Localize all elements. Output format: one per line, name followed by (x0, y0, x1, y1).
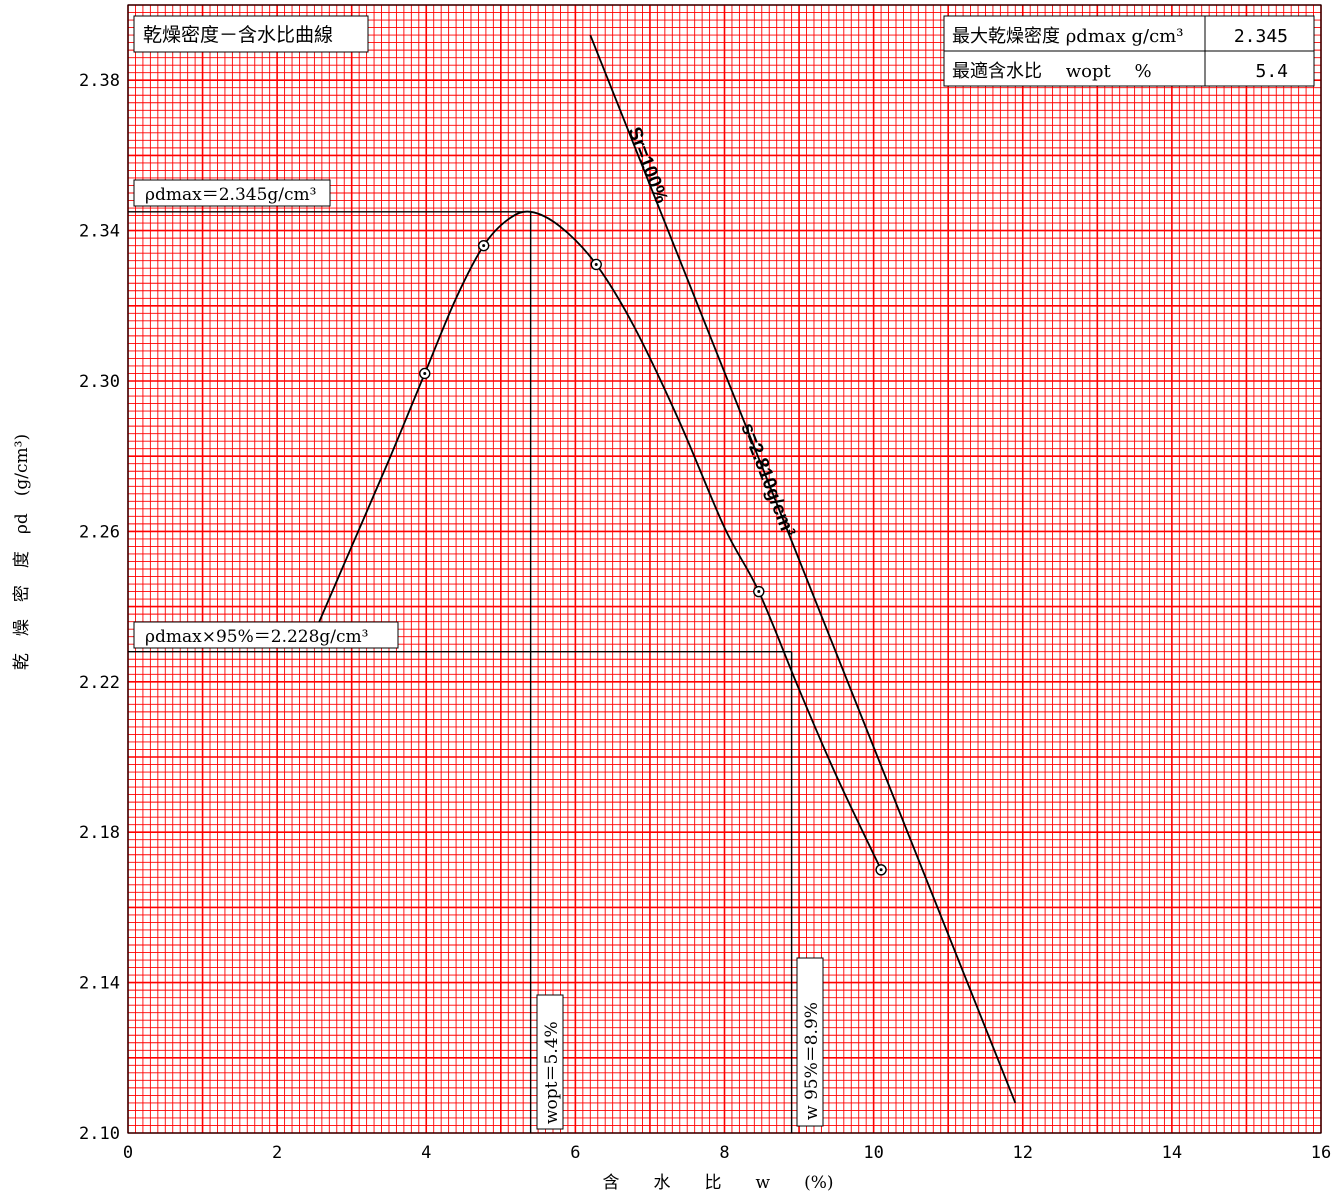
x-tick-labels: 0 2 4 6 8 10 12 14 16 (123, 1143, 1331, 1163)
x-tick-label: 16 (1311, 1143, 1331, 1163)
curves (313, 34, 1017, 1104)
gs-label: s=2.810g/cm³ (736, 420, 799, 539)
reference-lines (128, 211, 793, 1133)
w95-label: w 95%＝8.9% (802, 1002, 822, 1120)
compaction-curve (313, 210, 882, 871)
data-point-center (594, 262, 598, 266)
data-point-center (757, 590, 761, 594)
sr100-line (589, 34, 1017, 1104)
rho-dmax-label-box (133, 179, 331, 207)
y-tick-label: 2.22 (79, 673, 120, 693)
x-tick-label: 4 (421, 1143, 431, 1163)
y-tick-label: 2.14 (79, 974, 120, 994)
x-tick-label: 10 (863, 1143, 883, 1163)
w95-label-box (796, 957, 824, 1127)
chart-title: 乾燥密度－含水比曲線 (143, 24, 333, 46)
x-tick-label: 8 (719, 1143, 729, 1163)
table-row1-label: 最大乾燥密度 ρdmax g/cm³ (952, 26, 1183, 47)
sr-label: Sr=100% (623, 124, 671, 206)
y-tick-label: 2.10 (79, 1124, 120, 1144)
y-tick-label: 2.26 (79, 522, 120, 542)
table-row2-value: 5.4 (1255, 61, 1288, 82)
y-tick-label: 2.18 (79, 823, 120, 843)
data-point-center (482, 244, 486, 248)
wopt-label: wopt＝5.4% (542, 1021, 562, 1124)
summary-table: 最大乾燥密度 ρdmax g/cm³ 2.345 最適含水比 wopt % 5.… (943, 15, 1315, 87)
x-tick-label: 14 (1162, 1143, 1182, 1163)
rho-95-label: ρdmax×95%＝2.228g/cm³ (145, 627, 368, 647)
table-row2-label: 最適含水比 wopt % (952, 61, 1152, 82)
y-tick-label: 2.34 (79, 222, 120, 242)
data-point-center (423, 371, 427, 375)
title-box (133, 15, 369, 53)
rho-95-label-box (133, 621, 399, 649)
y-tick-label: 2.38 (79, 71, 120, 91)
x-tick-label: 12 (1013, 1143, 1033, 1163)
x-tick-label: 2 (272, 1143, 282, 1163)
y-tick-labels: 2.10 2.14 2.18 2.22 2.26 2.30 2.34 2.38 (79, 71, 120, 1144)
data-point-center (879, 868, 883, 872)
y-axis-label: 乾 燥 密 度 ρd (g/cm³) (12, 434, 32, 670)
x-tick-label: 6 (570, 1143, 580, 1163)
plot-frame (127, 4, 1322, 1134)
table-row1-value: 2.345 (1234, 26, 1288, 47)
rho-dmax-label: ρdmax＝2.345g/cm³ (145, 185, 316, 205)
wopt-label-box (536, 994, 564, 1130)
x-tick-label: 0 (123, 1143, 133, 1163)
x-axis-label: 含 水 比 w (%) (603, 1173, 834, 1193)
data-points (419, 239, 887, 876)
y-tick-label: 2.30 (79, 372, 120, 392)
